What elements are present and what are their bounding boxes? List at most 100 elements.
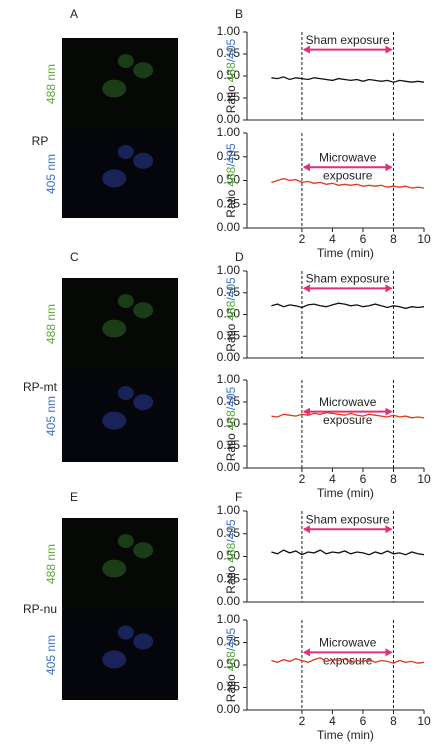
y-tick-label: 1.00 [217,24,241,38]
x-tick-label: 10 [417,232,431,246]
annotation: Microwave [319,636,377,650]
label-bg [311,170,384,183]
y-label-part: 488 [224,651,238,671]
y-label-part: /405 [224,627,238,651]
y-tick-label: 0.75 [217,285,241,299]
x-tick-label: 2 [299,472,306,486]
data-line [271,411,425,419]
annotation: Sham exposure [306,512,390,526]
y-tick-label: 0.50 [217,68,241,82]
panel-letter: E [70,490,78,504]
y-tick-label: 0.00 [217,220,241,234]
x-tick-label: 8 [390,232,397,246]
y-label-part: Ratio [224,85,238,113]
y-tick-label: 1.00 [217,372,241,386]
x-tick-label: 6 [360,714,367,728]
cell [133,542,154,559]
channel-label: 488 nm [44,304,58,344]
y-tick-label: 0.25 [217,571,241,585]
data-line [271,657,425,664]
y-tick-label: 0.75 [217,46,241,60]
label-bg [311,514,384,527]
x-tick-label: 2 [299,714,306,728]
y-tick-label: 1.00 [217,263,241,277]
cell [133,302,154,319]
y-axis-label: Ratio 488/405 [224,143,238,218]
cell [102,169,127,188]
y-label-part: 488 [224,166,238,186]
channel-label: 488 nm [44,544,58,584]
cell [133,394,154,411]
label-bg [311,655,384,668]
label-bg [311,637,384,650]
x-tick-label: 2 [299,232,306,246]
y-label-part: 488 [224,542,238,562]
data-line [271,177,425,189]
y-tick-label: 0.75 [217,635,241,649]
x-tick-label: 4 [329,472,336,486]
x-tick-label: 10 [417,472,431,486]
panel-letter: A [70,7,78,21]
label-bg [311,273,384,286]
x-tick-label: 4 [329,232,336,246]
cell [102,650,127,669]
y-label-part: /405 [224,386,238,410]
y-tick-label: 0.50 [217,307,241,321]
y-tick-label: 0.75 [217,394,241,408]
cell [133,633,154,650]
x-axis-label: Time (min) [317,486,374,500]
y-tick-label: 1.00 [217,503,241,517]
x-tick-label: 6 [360,232,367,246]
cell [117,294,134,308]
y-tick-label: 0.50 [217,173,241,187]
y-label-part: 488 [224,62,238,82]
y-axis-label: Ratio 488/405 [224,277,238,352]
data-line [271,76,425,83]
y-tick-label: 0.00 [217,350,241,364]
y-axis-label: Ratio 488/405 [224,627,238,702]
y-tick-label: 0.00 [217,702,241,716]
y-tick-label: 0.50 [217,549,241,563]
row-label: RP-mt [23,380,58,394]
y-label-part: 488 [224,300,238,320]
y-tick-label: 0.25 [217,680,241,694]
channel-label: 405 nm [44,396,58,436]
y-tick-label: 1.00 [217,125,241,139]
cell [117,54,134,68]
y-axis-label: Ratio 488/405 [224,386,238,461]
cell [102,411,127,430]
cell [133,62,154,79]
y-label-part: Ratio [224,674,238,702]
x-axis-label: Time (min) [317,728,374,742]
y-label-part: Ratio [224,323,238,351]
y-tick-label: 0.50 [217,416,241,430]
channel-label: 405 nm [44,154,58,194]
y-label-part: Ratio [224,433,238,461]
cell [102,79,127,98]
label-bg [311,152,384,165]
panel-letter: B [235,7,243,21]
x-tick-label: 10 [417,714,431,728]
cell [117,534,134,548]
y-tick-label: 0.75 [217,149,241,163]
cell [117,386,134,400]
data-line [271,549,425,556]
annotation: Sham exposure [306,272,390,286]
cell [117,625,134,640]
y-tick-label: 0.00 [217,112,241,126]
channel-label: 488 nm [44,64,58,104]
cell [133,152,154,169]
annotation: exposure [323,168,373,182]
row-label: RP-nu [23,602,57,616]
y-label-part: /405 [224,519,238,543]
channel-label: 405 nm [44,635,58,675]
y-axis-label: Ratio 488/405 [224,38,238,113]
panel-letter: C [70,250,79,264]
y-axis-label: Ratio 488/405 [224,519,238,594]
row-label: RP [32,134,49,148]
y-label-part: Ratio [224,189,238,217]
y-tick-label: 0.00 [217,460,241,474]
panel-letter: F [235,490,242,504]
annotation: Microwave [319,150,377,164]
y-tick-label: 0.50 [217,657,241,671]
